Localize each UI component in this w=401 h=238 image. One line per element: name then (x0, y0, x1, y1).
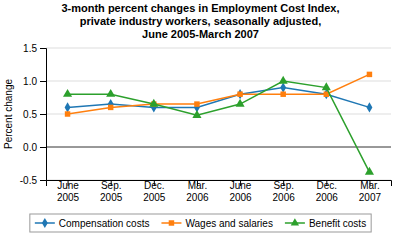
point (367, 72, 372, 77)
point (106, 89, 115, 97)
tick-label: Dec.2005 (143, 180, 166, 203)
y-axis-title: Percent change (3, 79, 14, 149)
tick-mark (40, 48, 46, 49)
tick-label: Sep.2006 (273, 180, 296, 203)
tick-label-line: 2006 (316, 192, 339, 203)
tick-label-line: Dec. (144, 180, 165, 191)
title-line: 3-month percent changes in Employment Co… (61, 2, 339, 14)
plot: -0.50.00.51.01.5June2005Sep.2005Dec.2005… (20, 43, 392, 203)
y-tick: 0.5 (23, 109, 46, 120)
point (322, 82, 331, 90)
tick-label-line: Sep. (101, 180, 122, 191)
x-tick: June2006 (229, 180, 252, 203)
point (280, 83, 286, 93)
series (63, 76, 374, 175)
legend-item: Compensation costs (35, 218, 150, 229)
tick-label-line: 2005 (57, 192, 80, 203)
tick-label-line: Dec. (317, 180, 338, 191)
tick-label-line: 2006 (273, 192, 296, 203)
title-line: private industry workers, seasonally adj… (80, 15, 321, 27)
tick-label: June2006 (229, 180, 252, 203)
series-line (68, 74, 370, 114)
legend-marker (291, 218, 299, 225)
legend-item: Benefit costs (285, 218, 366, 229)
legend-label: Compensation costs (59, 218, 150, 229)
tick-label: -0.5 (20, 175, 38, 186)
tick-label: Sep.2005 (100, 180, 123, 203)
tick-label-line: Mar. (360, 180, 379, 191)
tick-label-line: 2006 (229, 192, 252, 203)
point (279, 76, 288, 84)
legend: Compensation costs Wages and salaries Bene… (30, 214, 371, 232)
point (366, 102, 372, 112)
point (192, 110, 201, 118)
x-tick: Mar.2007 (359, 180, 382, 203)
point (108, 99, 114, 109)
data (63, 72, 374, 175)
point (65, 102, 71, 112)
tick-label-line: Mar. (188, 180, 207, 191)
x-tick: Mar.2006 (186, 180, 209, 203)
legend-marker (169, 220, 174, 225)
point (108, 105, 113, 110)
point (365, 167, 374, 175)
chart: 3-month percent changes in Employment Co… (0, 0, 401, 238)
series-line (68, 81, 370, 172)
legend-label: Wages and salaries (185, 218, 272, 229)
point (149, 99, 158, 107)
legend-label: Benefit costs (309, 218, 366, 229)
axis-domain (47, 181, 392, 187)
x-tick: Dec.2005 (143, 180, 166, 203)
y-tick: -0.5 (20, 175, 46, 186)
tick-label: June2005 (57, 180, 80, 203)
grid-line (46, 48, 391, 49)
point (63, 89, 72, 97)
tick-label-line: 2006 (186, 192, 209, 203)
tick-label: 0.0 (23, 142, 37, 153)
tick-label-line: June (57, 180, 79, 191)
grid (46, 48, 391, 180)
x-tick: June2005 (57, 180, 80, 203)
tick-mark (40, 147, 46, 148)
tick-mark (40, 180, 46, 181)
point (236, 99, 245, 107)
tick-label: Mar.2006 (186, 180, 209, 203)
point (237, 89, 243, 99)
series (65, 83, 373, 113)
x-tick: Sep.2005 (100, 180, 123, 203)
tick-label: Dec.2006 (316, 180, 339, 203)
tick-label: 0.5 (23, 109, 37, 120)
tick-label: Mar.2007 (359, 180, 382, 203)
tick-label-line: Sep. (273, 180, 294, 191)
legend-frame (30, 214, 371, 232)
title-line: June 2005-March 2007 (142, 28, 259, 40)
grid-line (46, 147, 391, 148)
point (237, 91, 242, 96)
x-tick: Dec.2006 (316, 180, 339, 203)
title: 3-month percent changes in Employment Co… (61, 2, 339, 40)
tick-label: 1.0 (23, 76, 37, 87)
x-axis: June2005Sep.2005Dec.2005Mar.2006June2006… (47, 180, 392, 203)
tick-label-line: June (230, 180, 252, 191)
point (194, 101, 199, 106)
point (280, 91, 285, 96)
tick-label: 1.5 (23, 43, 37, 54)
x-tick: Sep.2006 (273, 180, 296, 203)
legend-item: Wages and salaries (161, 218, 272, 229)
y-axis: -0.5 0.0 0.5 1.0 1.5 (20, 43, 47, 186)
point (65, 111, 70, 116)
y-tick: 1.5 (23, 43, 46, 54)
tick-mark (40, 81, 46, 82)
tick-mark (40, 114, 46, 115)
y-tick: 0.0 (23, 142, 46, 153)
y-tick: 1.0 (23, 76, 46, 87)
tick-label-line: 2005 (143, 192, 166, 203)
tick-label-line: 2007 (359, 192, 382, 203)
grid-line (46, 81, 391, 82)
legend-marker (42, 218, 48, 228)
tick-label-line: 2005 (100, 192, 123, 203)
axis-domain (40, 49, 47, 181)
